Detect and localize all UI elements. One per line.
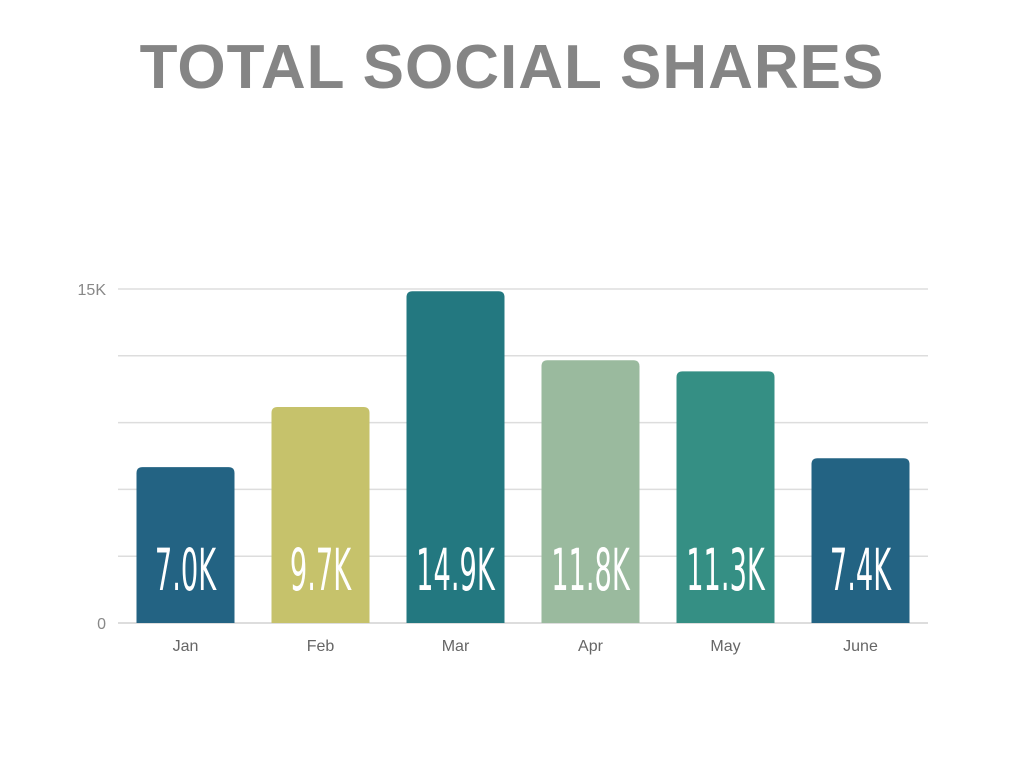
data-label: 7.4K — [830, 536, 892, 604]
data-label: 7.0K — [155, 536, 217, 604]
bar-mar — [406, 291, 505, 623]
bar-june — [811, 458, 910, 623]
y-tick-label: 0 — [97, 616, 106, 633]
x-tick-label: June — [843, 638, 878, 655]
bar-may — [676, 371, 775, 623]
x-tick-label: Apr — [578, 638, 604, 655]
x-tick-label: Mar — [442, 638, 470, 655]
data-label: 9.7K — [290, 536, 352, 604]
x-tick-label: May — [710, 638, 740, 655]
labels: 0 15K 7.0K Jan 9.7K Feb 14.9K Mar 11.8K Apr 11.3K M… — [78, 282, 892, 655]
gridlines — [118, 288, 928, 624]
bar-jan — [136, 467, 235, 623]
chart-title: TOTAL SOCIAL SHARES — [139, 33, 885, 102]
data-label: 14.9K — [416, 536, 495, 604]
bars — [136, 291, 910, 623]
x-tick-label: Feb — [307, 638, 335, 655]
bar-feb — [271, 407, 370, 623]
bar-apr — [541, 360, 640, 623]
data-label: 11.3K — [686, 536, 765, 604]
data-label: 11.8K — [551, 536, 630, 604]
x-tick-label: Jan — [173, 638, 199, 655]
y-tick-label: 15K — [78, 282, 107, 299]
